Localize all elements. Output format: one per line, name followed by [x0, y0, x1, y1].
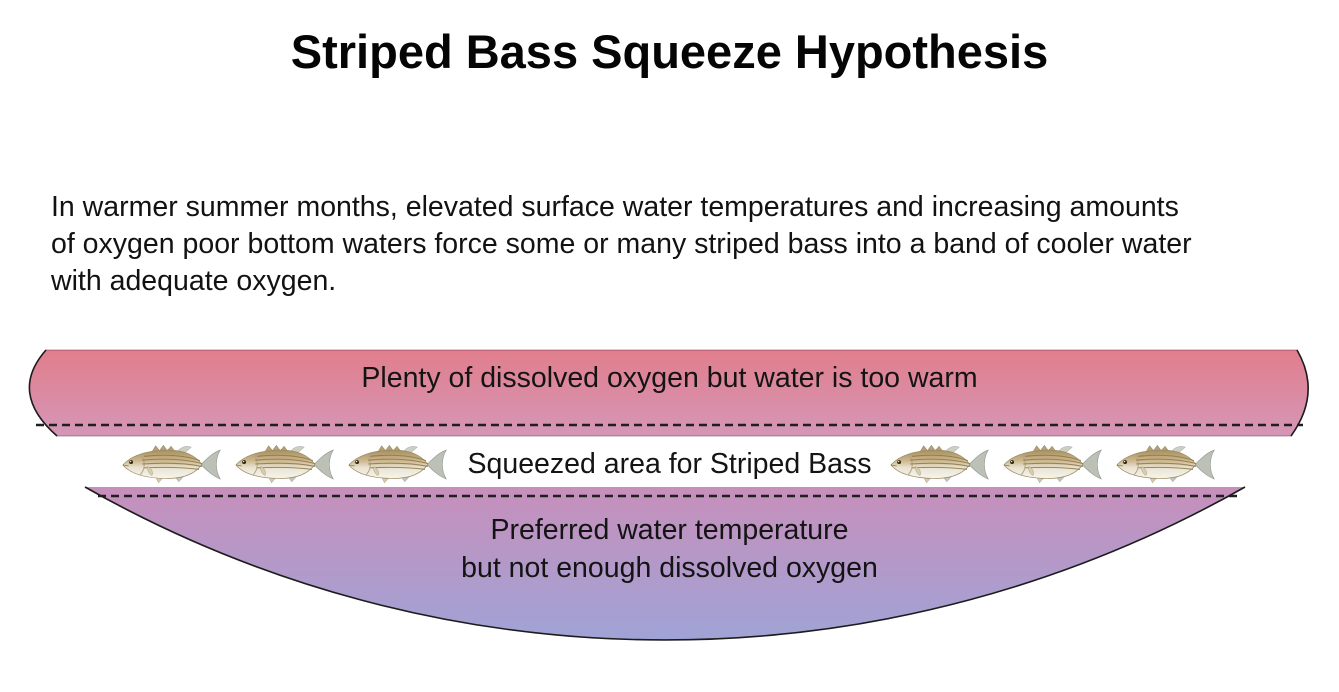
- warm-band-label: Plenty of dissolved oxygen but water is …: [361, 362, 978, 394]
- cold-band-label: Preferred water temperature but not enou…: [0, 511, 1339, 587]
- striped-bass-icon: [1001, 444, 1107, 485]
- striped-bass-icon: [346, 444, 452, 485]
- description-line-1: In warmer summer months, elevated surfac…: [51, 191, 1179, 223]
- cold-band-curve-outline: [84, 486, 1246, 641]
- striped-bass-icon: [120, 444, 226, 485]
- page-title: Striped Bass Squeeze Hypothesis: [290, 25, 1049, 78]
- squeeze-band-label: Squeezed area for Striped Bass: [467, 447, 872, 480]
- water-layers-graphic: [28, 349, 1309, 641]
- cold-band-label-line2: but not enough dissolved oxygen: [461, 552, 878, 584]
- description-line-3: with adequate oxygen.: [51, 265, 337, 297]
- striped-bass-icon: [1114, 444, 1220, 485]
- warm-band-right-edge: [1290, 349, 1309, 437]
- description-line-2: of oxygen poor bottom waters force some …: [51, 228, 1192, 260]
- squeeze-diagram: Plenty of dissolved oxygen but water is …: [0, 348, 1339, 692]
- striped-bass-icon: [233, 444, 339, 485]
- description-text: In warmer summer months, elevated surfac…: [51, 189, 1192, 300]
- squeeze-band: Squeezed area for Striped Bass: [0, 441, 1339, 487]
- cold-band-label-line1: Preferred water temperature: [490, 514, 849, 546]
- warm-band-left-edge: [28, 349, 58, 437]
- striped-bass-icon: [888, 444, 994, 485]
- cold-bottom-band: [85, 487, 1245, 640]
